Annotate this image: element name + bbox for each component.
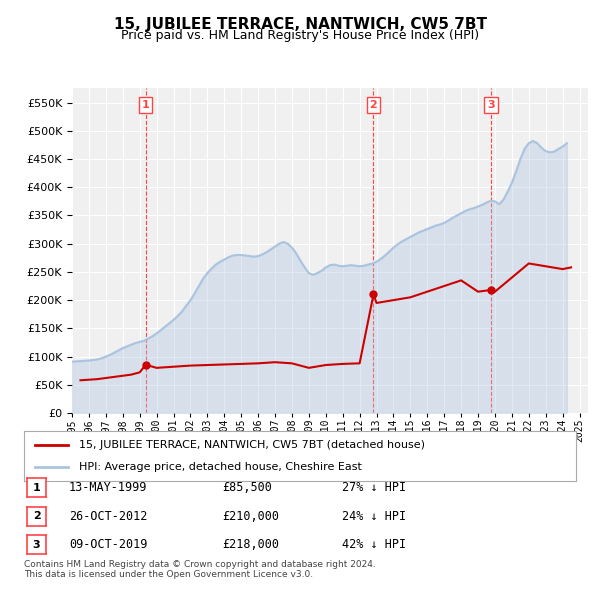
Text: £218,000: £218,000 bbox=[222, 538, 279, 551]
Text: 2: 2 bbox=[370, 100, 377, 110]
Text: 3: 3 bbox=[33, 540, 40, 549]
Text: 2: 2 bbox=[33, 512, 40, 521]
Text: 42% ↓ HPI: 42% ↓ HPI bbox=[342, 538, 406, 551]
Text: HPI: Average price, detached house, Cheshire East: HPI: Average price, detached house, Ches… bbox=[79, 462, 362, 472]
Text: £210,000: £210,000 bbox=[222, 510, 279, 523]
Text: 3: 3 bbox=[487, 100, 495, 110]
Text: 15, JUBILEE TERRACE, NANTWICH, CW5 7BT (detached house): 15, JUBILEE TERRACE, NANTWICH, CW5 7BT (… bbox=[79, 440, 425, 450]
Text: £85,500: £85,500 bbox=[222, 481, 272, 494]
Text: 09-OCT-2019: 09-OCT-2019 bbox=[69, 538, 148, 551]
Text: 1: 1 bbox=[142, 100, 149, 110]
Text: Price paid vs. HM Land Registry's House Price Index (HPI): Price paid vs. HM Land Registry's House … bbox=[121, 30, 479, 42]
Text: 15, JUBILEE TERRACE, NANTWICH, CW5 7BT: 15, JUBILEE TERRACE, NANTWICH, CW5 7BT bbox=[113, 17, 487, 31]
Text: 26-OCT-2012: 26-OCT-2012 bbox=[69, 510, 148, 523]
Text: 1: 1 bbox=[33, 483, 40, 493]
Text: 13-MAY-1999: 13-MAY-1999 bbox=[69, 481, 148, 494]
Text: 27% ↓ HPI: 27% ↓ HPI bbox=[342, 481, 406, 494]
Text: 24% ↓ HPI: 24% ↓ HPI bbox=[342, 510, 406, 523]
Text: Contains HM Land Registry data © Crown copyright and database right 2024.
This d: Contains HM Land Registry data © Crown c… bbox=[24, 560, 376, 579]
